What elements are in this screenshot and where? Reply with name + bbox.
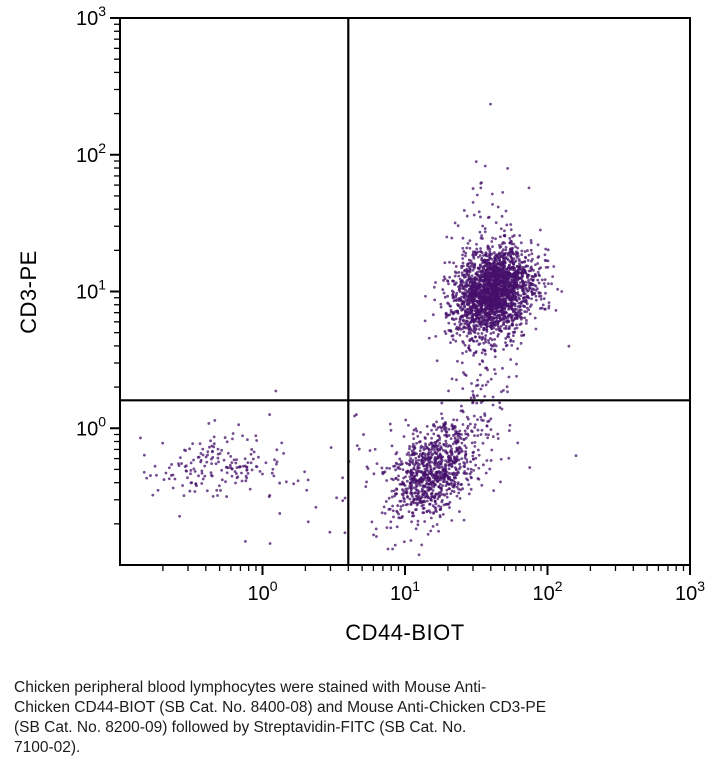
- flow-cytometry-figure: 100 101 102 103 100 101 102 103 CD44-BIOT CD3-P…: [0, 0, 718, 660]
- y-tick-label: 100: [76, 413, 106, 440]
- y-tick-label: 101: [76, 277, 106, 304]
- x-axis-label: CD44-BIOT: [345, 620, 464, 645]
- axis-ticks: 100 101 102 103 100 101 102 103: [76, 3, 705, 605]
- quadrant-gates: [120, 18, 690, 565]
- axes-overlay: 100 101 102 103 100 101 102 103 CD44-BIOT CD3-P…: [16, 3, 705, 645]
- caption-line: Chicken peripheral blood lymphocytes wer…: [14, 679, 487, 696]
- x-tick-label: 100: [247, 578, 277, 605]
- caption-line: 7100-02).: [14, 739, 81, 756]
- figure-caption: Chicken peripheral blood lymphocytes wer…: [14, 678, 706, 758]
- x-tick-label: 102: [532, 578, 562, 605]
- x-tick-label: 101: [390, 578, 420, 605]
- plot-border-group: [119, 17, 691, 566]
- caption-line: Chicken CD44-BIOT (SB Cat. No. 8400-08) …: [14, 699, 547, 716]
- y-axis-label: CD3-PE: [16, 250, 41, 334]
- plot-border: [119, 17, 691, 566]
- caption-line: (SB Cat. No. 8200-09) followed by Strept…: [14, 719, 467, 736]
- y-tick-label: 103: [76, 3, 106, 30]
- x-tick-label: 103: [675, 578, 705, 605]
- y-tick-label: 102: [76, 140, 106, 167]
